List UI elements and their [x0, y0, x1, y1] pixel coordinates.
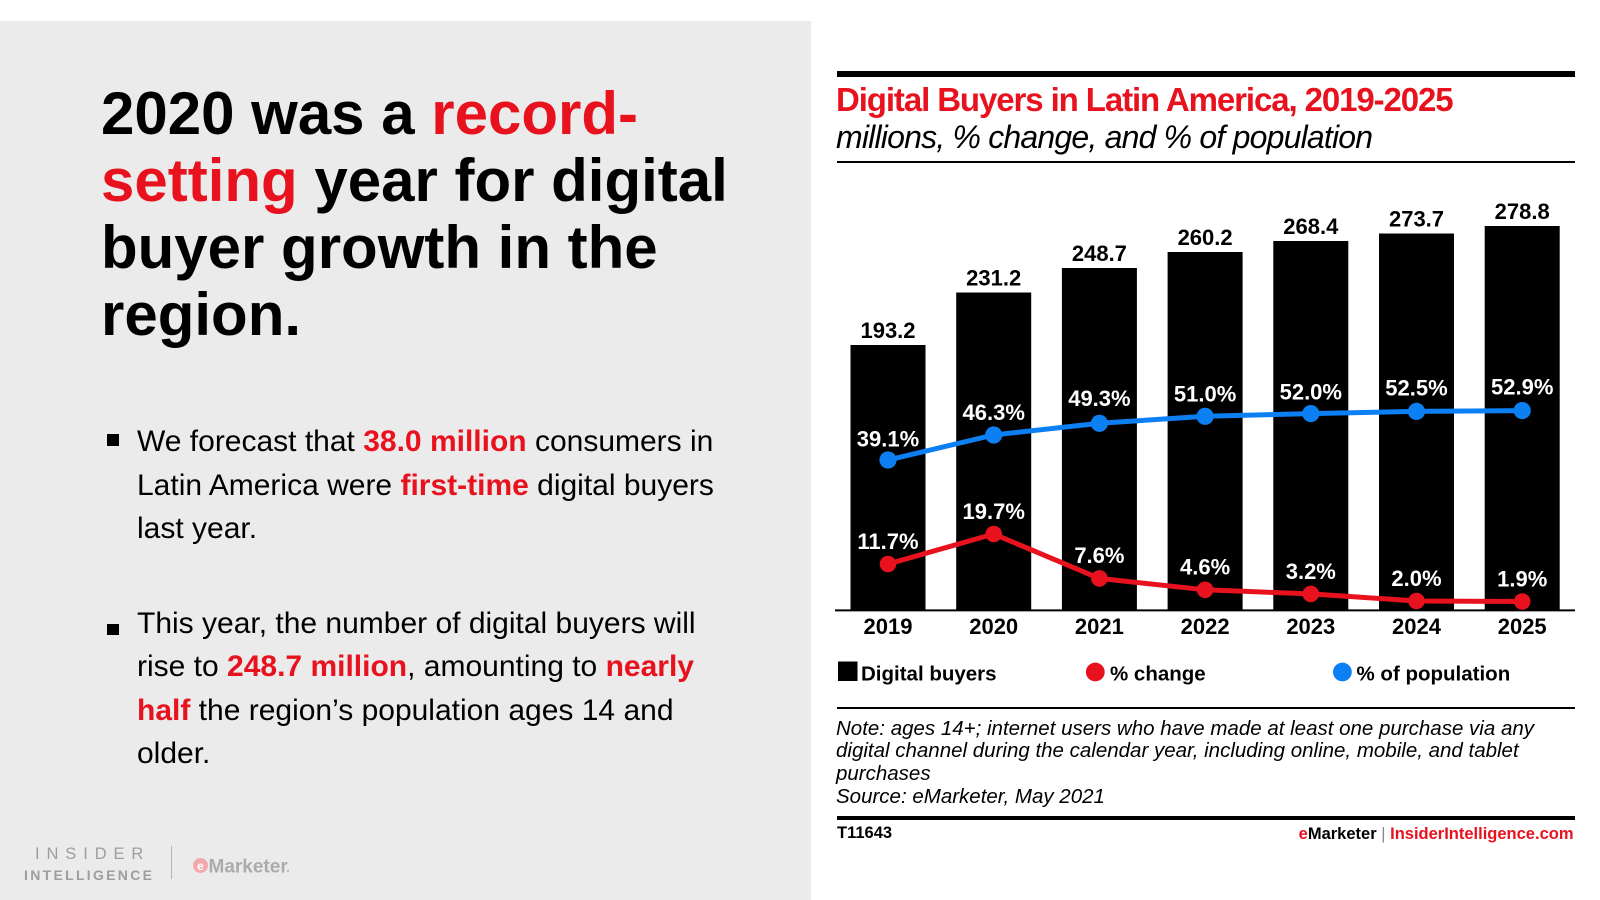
svg-text:2023: 2023 [1286, 614, 1335, 639]
svg-text:Marketer: Marketer [209, 857, 289, 877]
svg-text:2020: 2020 [969, 614, 1018, 639]
svg-text:46.3%: 46.3% [963, 400, 1025, 425]
svg-text:3.2%: 3.2% [1286, 559, 1336, 584]
svg-text:2022: 2022 [1181, 614, 1230, 639]
svg-text:2.0%: 2.0% [1391, 566, 1441, 591]
svg-text:2024: 2024 [1392, 614, 1442, 639]
svg-text:39.1%: 39.1% [857, 427, 919, 452]
svg-text:19.7%: 19.7% [963, 499, 1025, 524]
svg-text:193.2: 193.2 [860, 318, 915, 343]
svg-text:52.9%: 52.9% [1491, 375, 1553, 400]
svg-text:2025: 2025 [1498, 614, 1547, 639]
svg-text:52.5%: 52.5% [1385, 376, 1447, 401]
svg-text:11.7%: 11.7% [857, 529, 918, 554]
svg-text:1.9%: 1.9% [1497, 567, 1547, 592]
svg-text:Digital buyers: Digital buyers [861, 663, 997, 686]
svg-text:278.8: 278.8 [1495, 199, 1550, 224]
svg-text:4.6%: 4.6% [1180, 554, 1230, 579]
svg-text:248.7: 248.7 [1072, 241, 1127, 266]
svg-text:7.6%: 7.6% [1074, 543, 1124, 568]
svg-text:268.4: 268.4 [1283, 214, 1339, 239]
svg-text:260.2: 260.2 [1178, 225, 1233, 250]
svg-text:2019: 2019 [864, 614, 913, 639]
svg-text:231.2: 231.2 [966, 266, 1021, 291]
svg-text:% change: % change [1110, 663, 1206, 686]
svg-text:52.0%: 52.0% [1280, 380, 1342, 405]
svg-text:49.3%: 49.3% [1068, 386, 1130, 411]
svg-text:51.0%: 51.0% [1174, 382, 1236, 407]
svg-text:% of population: % of population [1357, 663, 1511, 686]
svg-text:e: e [197, 859, 204, 873]
svg-text:2021: 2021 [1075, 614, 1124, 639]
svg-text:273.7: 273.7 [1389, 207, 1444, 232]
